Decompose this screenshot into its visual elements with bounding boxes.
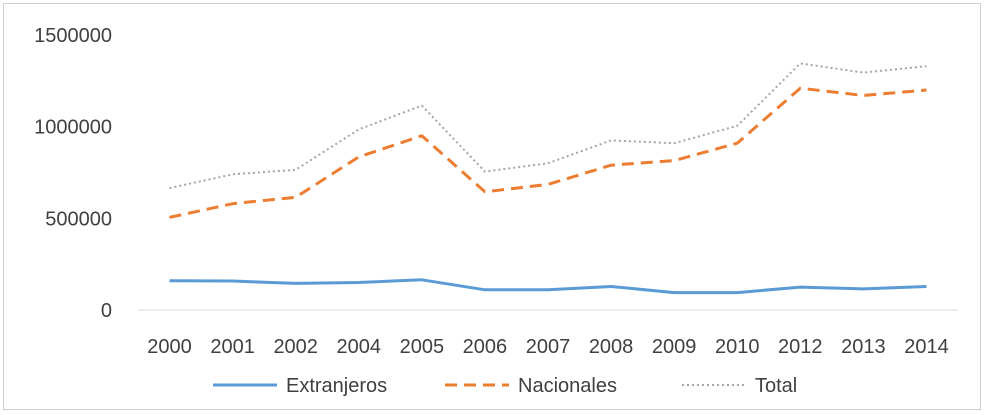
- y-tick-label: 1000000: [34, 117, 112, 139]
- x-tick-label: 2006: [463, 336, 508, 358]
- series-line-extranjeros: [169, 278, 927, 295]
- x-tick-label: 2000: [147, 336, 192, 358]
- x-tick-label: 2005: [400, 336, 445, 358]
- x-tick-label: 2002: [273, 336, 318, 358]
- y-tick-label: 500000: [45, 208, 112, 230]
- x-tick-label: 2009: [652, 336, 697, 358]
- series-line-total: [169, 62, 927, 190]
- legend-label-extranjeros: Extranjeros: [286, 375, 387, 397]
- x-tick-label: 2001: [210, 336, 255, 358]
- legend-label-nacionales: Nacionales: [518, 375, 617, 397]
- x-tick-label: 2014: [904, 336, 949, 358]
- y-tick-label: 0: [101, 300, 112, 322]
- x-tick-label: 2008: [589, 336, 634, 358]
- chart-legend: Extranjeros Nacionales Total: [213, 375, 797, 397]
- chart-series-lines: [169, 62, 927, 295]
- series-line-nacionales: [169, 86, 927, 219]
- x-tick-label: 2004: [337, 336, 382, 358]
- y-tick-label: 1500000: [34, 25, 112, 47]
- x-tick-label: 2013: [841, 336, 886, 358]
- legend-label-total: Total: [755, 375, 797, 397]
- chart-axes: 0 500000 1000000 1500000 2000 2001 2002 2004 200…: [34, 25, 958, 358]
- x-tick-label: 2010: [715, 336, 760, 358]
- x-tick-label: 2007: [526, 336, 571, 358]
- chart-frame: [3, 3, 981, 410]
- x-tick-label: 2012: [778, 336, 823, 358]
